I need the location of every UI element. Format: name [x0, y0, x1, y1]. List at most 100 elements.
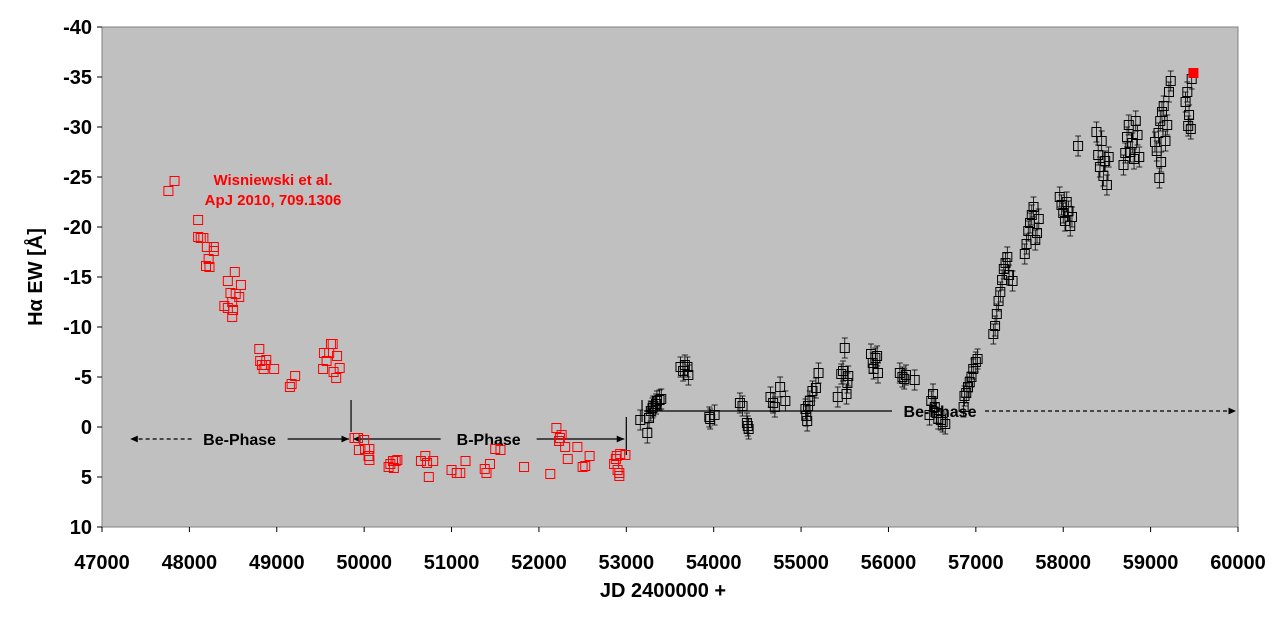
data-point — [937, 417, 948, 427]
x-tick-label: 52000 — [511, 552, 567, 574]
data-point — [1154, 173, 1165, 183]
data-point — [972, 354, 983, 364]
data-point — [842, 378, 853, 388]
data-point — [334, 363, 345, 373]
data-point — [1182, 87, 1193, 97]
data-point — [286, 379, 297, 389]
data-point — [742, 421, 753, 431]
data-point — [1093, 150, 1104, 160]
data-point — [928, 389, 939, 399]
data-point — [737, 401, 748, 411]
data-point — [1101, 180, 1112, 190]
data-point — [929, 402, 940, 412]
data-point — [163, 186, 174, 196]
data-point — [284, 382, 295, 392]
data-point — [1032, 228, 1043, 238]
data-point — [364, 455, 375, 465]
data-point — [484, 459, 495, 469]
data-point — [897, 372, 908, 382]
data-point — [802, 416, 813, 426]
data-point — [577, 462, 588, 472]
data-point — [390, 456, 401, 466]
data-point — [423, 472, 434, 482]
data-point — [321, 356, 332, 366]
data-point — [1118, 160, 1129, 170]
data-point — [612, 465, 623, 475]
data-point — [572, 442, 583, 452]
data-point — [734, 398, 745, 408]
data-point — [269, 364, 280, 374]
data-point — [254, 344, 265, 354]
data-point — [200, 261, 211, 271]
data-point — [580, 461, 591, 471]
data-point — [654, 395, 665, 405]
y-tick-label: -5 — [74, 367, 92, 389]
data-point — [551, 423, 562, 433]
data-point — [998, 264, 1009, 274]
data-point — [318, 348, 329, 358]
data-point — [741, 418, 752, 428]
x-tick-label: 53000 — [598, 552, 654, 574]
data-point — [843, 371, 854, 381]
data-point — [642, 428, 653, 438]
data-points — [163, 68, 1199, 482]
data-point — [455, 468, 466, 478]
y-tick-label: -10 — [63, 317, 92, 339]
data-point — [926, 396, 937, 406]
data-point — [193, 215, 204, 225]
x-tick-label: 58000 — [1035, 552, 1091, 574]
data-point — [807, 386, 818, 396]
y-tick-label: 10 — [70, 517, 92, 539]
y-tick-label: -35 — [63, 67, 92, 89]
y-tick-label: -25 — [63, 167, 92, 189]
data-point — [958, 402, 969, 412]
data-point — [615, 449, 626, 459]
data-point — [560, 442, 571, 452]
data-point — [428, 456, 439, 466]
y-tick-label: -30 — [63, 117, 92, 139]
data-point — [991, 309, 1002, 319]
x-axis-ticks: 47000 48000 49000 50000 51000 52000 53000 54000… — [74, 527, 1266, 574]
data-point — [1185, 124, 1196, 134]
data-point — [1033, 214, 1044, 224]
data-point — [870, 353, 881, 363]
data-point — [1184, 110, 1195, 120]
data-point — [1007, 276, 1018, 286]
data-point — [1151, 146, 1162, 156]
y-tick-label: 5 — [81, 467, 92, 489]
data-point — [556, 430, 567, 440]
data-point — [1073, 141, 1084, 151]
data-point — [364, 444, 375, 454]
x-tick-label: 57000 — [948, 552, 1004, 574]
phase-boundaries — [350, 400, 643, 455]
data-point — [1130, 116, 1141, 126]
data-point — [909, 375, 920, 385]
y-axis-title: Hα EW [Å] — [23, 228, 47, 326]
data-point — [1165, 76, 1176, 86]
data-point — [813, 368, 824, 378]
data-point — [229, 267, 240, 277]
data-point — [1000, 258, 1011, 268]
data-point — [193, 232, 204, 242]
data-point — [709, 410, 720, 420]
plot-area — [101, 26, 1239, 528]
y-tick-label: -40 — [63, 17, 92, 39]
data-point — [290, 371, 301, 381]
data-point — [562, 454, 573, 464]
data-point — [940, 419, 951, 429]
data-point — [327, 339, 338, 349]
data-point — [841, 389, 852, 399]
data-point — [392, 455, 403, 465]
data-point — [203, 254, 214, 264]
data-point — [1030, 235, 1041, 245]
data-point — [331, 373, 342, 383]
data-point — [1028, 202, 1039, 212]
data-point — [490, 444, 501, 454]
data-point — [1156, 107, 1167, 117]
x-tick-label: 56000 — [861, 552, 917, 574]
data-point — [545, 469, 556, 479]
data-point — [1091, 127, 1102, 137]
data-point — [353, 433, 364, 443]
data-point — [704, 412, 715, 422]
data-point — [1160, 136, 1171, 146]
